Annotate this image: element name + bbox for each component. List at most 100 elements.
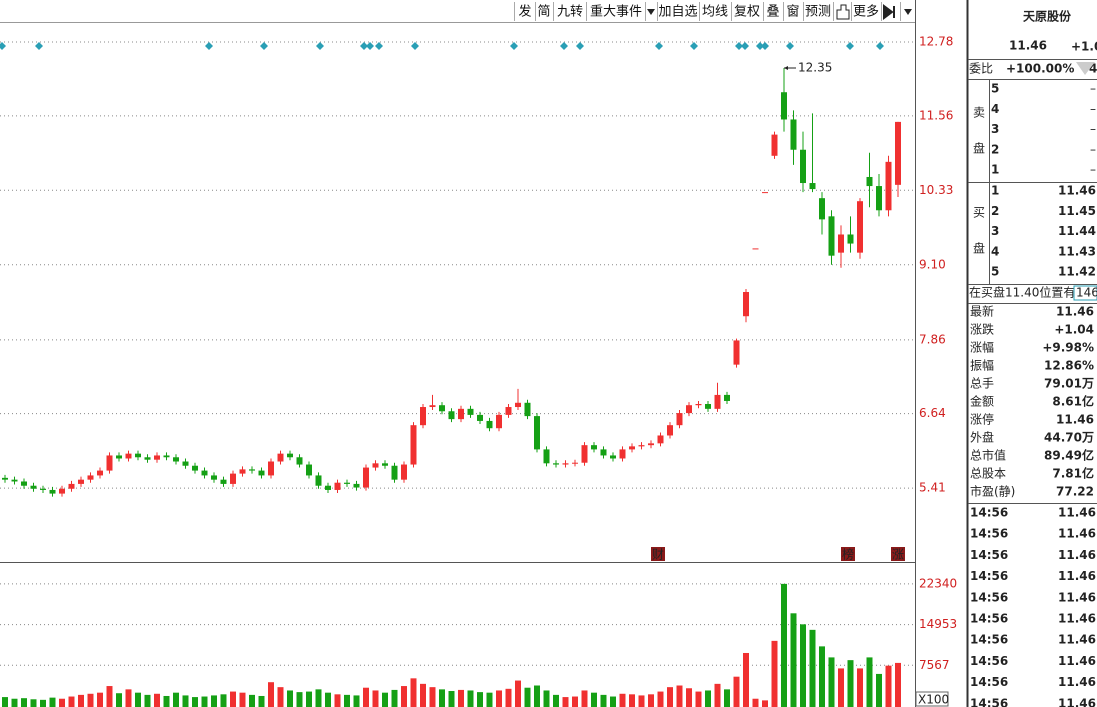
candle-body [695,403,702,406]
event-marker[interactable] [0,42,6,50]
volume-bar [496,690,502,707]
order-level: 2 [991,204,999,218]
tick-price: 11.46 [1058,548,1096,562]
volume-bar [648,694,654,707]
candle-body [591,445,597,450]
event-marker[interactable] [576,42,584,50]
volume-bar [106,686,113,707]
candle-body [847,234,854,244]
order-level: 5 [991,82,999,96]
event-marker[interactable] [366,42,374,50]
ratio-extra: 4 [1089,62,1097,76]
candle-body [562,463,569,465]
y-tick-label: 5.41 [919,481,946,495]
event-badge[interactable]: 榜 [842,547,854,562]
candle-body [705,403,711,409]
candle-body [163,455,170,458]
event-badge-bg [841,547,855,561]
candle-body [724,394,730,401]
volume-bar [705,690,711,707]
toolbar-button[interactable]: 发 [518,4,531,20]
stat-label: 涨停 [970,412,994,427]
volume-bar [249,694,255,707]
dropdown-icon[interactable] [1076,62,1095,75]
volume-bar [743,652,749,707]
event-marker[interactable] [411,42,419,50]
event-marker[interactable] [876,42,884,50]
buy-label: 盘 [973,241,985,256]
tick-time: 14:56 [970,506,1008,520]
stock-change: +1.0 [1071,40,1097,54]
stat-value: 89.49亿 [1044,448,1094,463]
toolbar-button[interactable]: 简 [537,4,550,20]
menu-icon[interactable] [904,9,912,15]
event-marker[interactable] [560,42,568,50]
candle-body [97,470,103,476]
tool-icon[interactable] [836,4,850,20]
event-badge[interactable]: 财 [652,548,664,562]
event-marker[interactable] [35,42,43,50]
volume-bar [97,692,103,707]
candle-body [448,411,455,420]
order-price: – [1090,122,1096,136]
volume-bar [458,689,464,707]
volume-bar [866,657,873,707]
toolbar-button[interactable]: 复权 [734,4,760,20]
event-marker[interactable] [316,42,324,50]
event-marker[interactable] [690,42,698,50]
volume-bar [885,665,892,707]
stat-label: 振幅 [970,358,994,373]
volume-bar [11,698,18,707]
candle-body [182,461,189,466]
tick-time: 14:56 [970,654,1008,668]
event-marker[interactable] [735,42,743,50]
candle-body [439,405,445,412]
event-marker[interactable] [655,42,663,50]
volume-bar [809,629,816,707]
candle-body [306,464,312,476]
tick-price: 11.46 [1058,654,1096,668]
event-marker[interactable] [260,42,268,50]
volume-bar [192,697,198,707]
toolbar-button[interactable]: 九转 [557,5,583,20]
volume-bar [30,699,37,707]
toolbar-button[interactable]: 均线 [702,5,728,20]
end-icon[interactable] [883,4,895,20]
toolbar-button[interactable]: 预测 [805,5,831,20]
candle-body [420,407,426,426]
order-level: 1 [991,184,999,198]
candle-body [78,479,84,484]
volume-bar [173,692,179,707]
tick-time: 14:56 [970,548,1008,562]
toolbar-button[interactable]: 重大事件 [590,4,642,20]
volume-bar [486,692,493,707]
toolbar-button[interactable]: 窗 [786,4,799,20]
volume-bar [401,686,407,707]
event-marker[interactable] [360,42,368,50]
event-marker[interactable] [510,42,518,50]
event-marker[interactable] [761,42,769,50]
toolbar-button[interactable]: 叠 [766,5,779,20]
volume-bar [534,685,540,707]
volume-bar [363,687,369,707]
event-marker[interactable] [375,42,383,50]
candle-body [600,449,607,456]
dropdown-icon[interactable] [647,9,655,15]
candle-body [211,475,217,480]
candle-body [619,449,626,459]
event-badge[interactable]: 涨 [892,547,904,562]
event-marker[interactable] [756,42,764,50]
event-marker[interactable] [205,42,213,50]
event-marker[interactable] [741,42,749,50]
order-price: – [1090,163,1096,177]
volume-bar [790,613,797,707]
toolbar-button[interactable]: 加自选 [658,5,697,20]
volume-bar [268,682,274,707]
volume-bar [828,657,835,707]
toolbar-button[interactable]: 更多 [853,4,879,20]
volume-bar [391,689,398,707]
order-level: 3 [991,122,999,136]
event-marker[interactable] [846,42,854,50]
event-marker[interactable] [786,42,794,50]
order-price: 11.46 [1058,184,1096,198]
